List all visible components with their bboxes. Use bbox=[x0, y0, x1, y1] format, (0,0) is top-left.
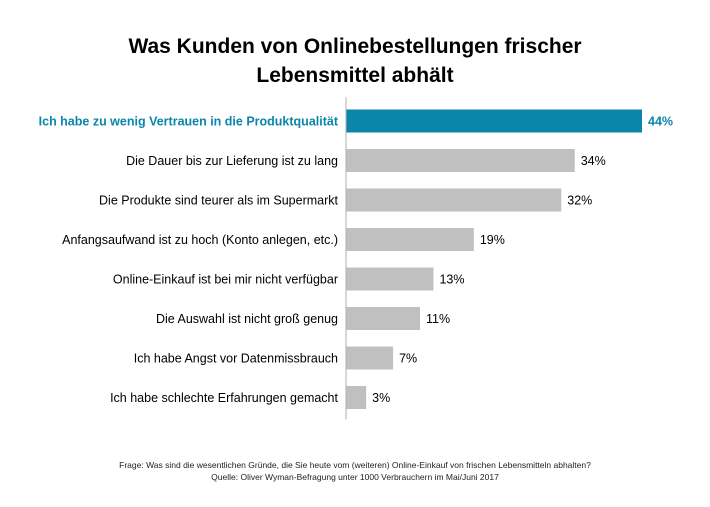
bar-2 bbox=[346, 149, 575, 172]
category-label-5: Online-Einkauf ist bei mir nicht verfügb… bbox=[113, 273, 338, 287]
value-label-5: 13% bbox=[439, 273, 464, 287]
bar-7 bbox=[346, 346, 394, 370]
bar-4 bbox=[346, 228, 474, 251]
footer-question: Frage: Was sind die wesentlichen Gründe,… bbox=[119, 460, 591, 470]
category-label-1: Ich habe zu wenig Vertrauen in die Produ… bbox=[39, 115, 339, 129]
bar-6 bbox=[346, 307, 420, 330]
chart-title-line-1: Was Kunden von Onlinebestellungen frisch… bbox=[128, 35, 582, 58]
value-label-7: 7% bbox=[399, 352, 417, 366]
chart-title: Was Kunden von Onlinebestellungen frisch… bbox=[0, 32, 710, 90]
value-label-8: 3% bbox=[372, 391, 390, 405]
value-label-1: 44% bbox=[648, 115, 673, 129]
category-label-3: Die Produkte sind teurer als im Supermar… bbox=[99, 194, 339, 208]
category-label-8: Ich habe schlechte Erfahrungen gemacht bbox=[110, 391, 338, 405]
bar-8 bbox=[346, 386, 367, 409]
category-label-6: Die Auswahl ist nicht groß genug bbox=[156, 312, 338, 326]
value-label-2: 34% bbox=[581, 154, 606, 168]
bar-1 bbox=[346, 109, 642, 133]
category-label-2: Die Dauer bis zur Lieferung ist zu lang bbox=[126, 154, 338, 168]
chart-footer: Frage: Was sind die wesentlichen Gründe,… bbox=[0, 459, 710, 483]
value-label-6: 11% bbox=[426, 312, 450, 326]
footer-source: Quelle: Oliver Wyman-Befragung unter 100… bbox=[211, 472, 499, 482]
chart-title-line-2: Lebensmittel abhält bbox=[256, 64, 454, 87]
category-label-4: Anfangsaufwand ist zu hoch (Konto anlege… bbox=[62, 233, 338, 247]
category-label-7: Ich habe Angst vor Datenmissbrauch bbox=[134, 352, 338, 366]
value-label-3: 32% bbox=[567, 194, 592, 208]
bar-5 bbox=[346, 267, 434, 291]
value-label-4: 19% bbox=[480, 233, 505, 247]
bar-3 bbox=[346, 188, 562, 212]
